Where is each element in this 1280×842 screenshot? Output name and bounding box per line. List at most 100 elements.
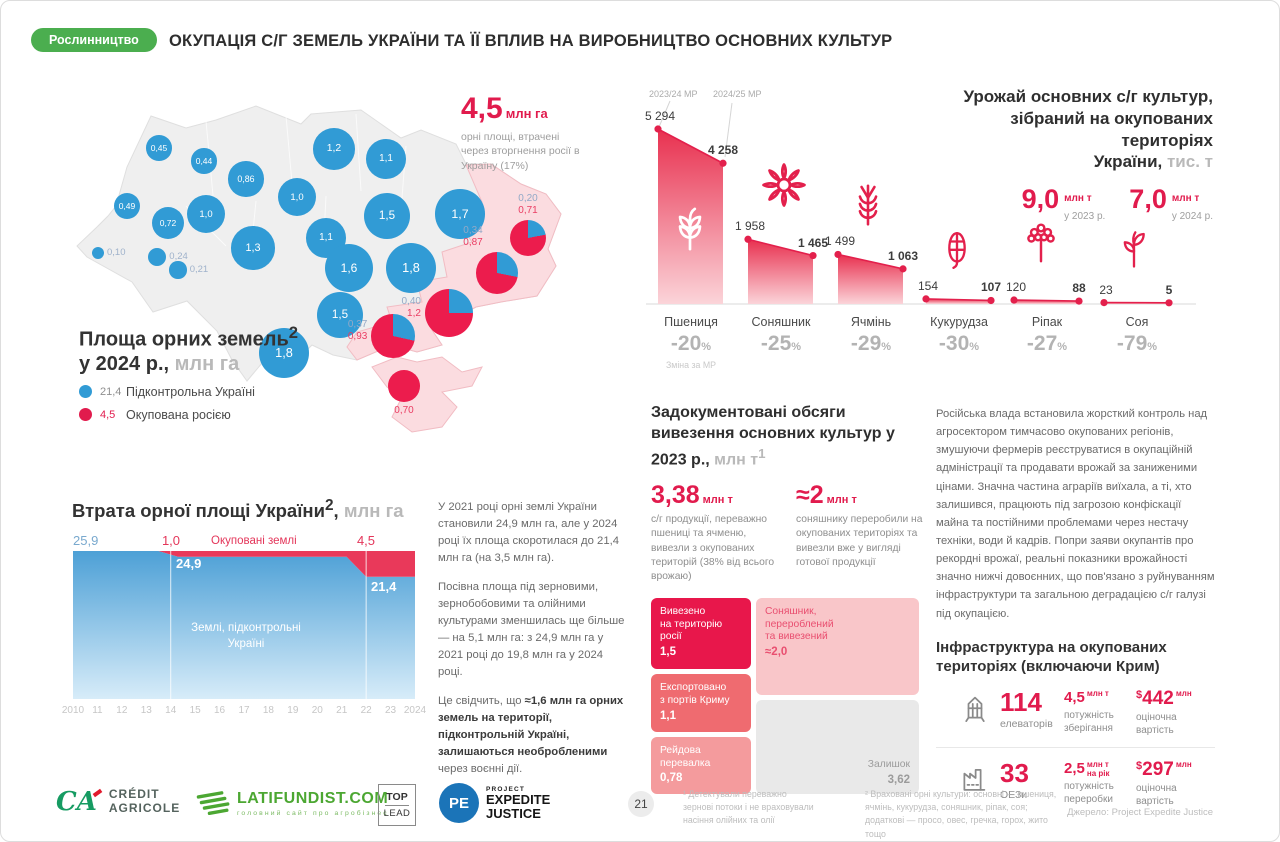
axis-tick: 16	[214, 705, 226, 716]
toplead-logo: TOP LEAD	[378, 784, 416, 826]
axis-tick: 2024	[403, 705, 427, 716]
map-pie-label: 0,20 0,71	[518, 192, 538, 216]
infrastructure-row-oilplants: 33 ОЕЗи 2,5 млн т на рік потужність перер…	[936, 746, 1215, 818]
ukraine-map: 0,45 0,44 0,86 1,2 1,1 0,49 0,72 1,0 1,0 1,5 1,7 1,…	[56, 86, 631, 486]
pej-monogram: PE	[439, 783, 479, 823]
loss-ann-occ-label: Окуповані землі	[211, 535, 297, 547]
map-pie-label: 0,40 1,2	[401, 296, 421, 319]
treemap-block-label: Соняшник, перероблений та вивезений	[765, 605, 834, 643]
treemap-block: Соняшник, перероблений та вивезений ≈2,0	[756, 597, 919, 695]
occupied-harvest-summary: Урожай основних с/г культур, зібраний на…	[931, 86, 1213, 224]
map-pie	[371, 314, 415, 358]
lost-area-annotation: 4,5 млн га орні площі, втрачені через вто…	[461, 92, 621, 173]
project-expedite-justice-logo: PE PROJECT EXPEDITE JUSTICE	[439, 783, 550, 823]
lost-area-desc: орні площі, втрачені через вторгнення ро…	[461, 131, 580, 172]
arable-loss-commentary: У 2021 році орні землі України становили…	[438, 499, 630, 789]
axis-tick: 18	[262, 705, 274, 716]
page-number: 21	[628, 791, 654, 817]
map-bubble: 0,45	[146, 135, 172, 161]
crop-change-note: Зміна за МР	[665, 360, 717, 370]
occupation-paragraph: Російська влада встановила жорсткий конт…	[936, 408, 1215, 620]
crop-change-percent: -25%	[760, 332, 802, 355]
map-pie-label: 0,37 0,93	[347, 319, 368, 342]
map-pie	[509, 219, 547, 257]
crop-category-label: Пшениця	[664, 315, 718, 329]
map-bubble	[91, 246, 104, 259]
legend-value: 21,4	[100, 385, 122, 398]
leader-lines	[658, 100, 733, 158]
series-label-2024: 2024/25 МР	[713, 89, 762, 99]
treemap-block: Вивезено на територію росії 1,5	[651, 597, 751, 669]
map-bubble: 0,72	[151, 206, 185, 240]
map-bubble: 0,86	[228, 161, 264, 197]
series-label-2023: 2023/24 МР	[649, 89, 698, 99]
oilplant-count-label: ОЕЗи	[1000, 788, 1028, 801]
crop-value-2023: 1 958	[734, 219, 766, 234]
credit-agricole-logo: CA CRÉDIT AGRICOLE	[56, 787, 180, 817]
factory-icon	[960, 760, 1000, 798]
crop-category-label: Соя	[1125, 315, 1149, 329]
treemap-block-value: 1,1	[660, 709, 676, 722]
export-stat-processed: ≈2 млн т соняшнику переробили на окупован…	[796, 480, 923, 568]
soy-icon	[1114, 229, 1154, 274]
rapeseed-icon	[1020, 221, 1062, 268]
crop-value-2024: 1 063	[887, 248, 919, 263]
treemap-block-label: Залишок	[867, 758, 910, 770]
map-pie-label: 0,34 0,87	[463, 225, 483, 249]
crop-value-2023: 23	[1099, 282, 1113, 297]
legend-label: Підконтрольна Україні	[126, 384, 255, 399]
latifundist-logo: LATIFUNDIST.COM головний сайт про агробі…	[194, 789, 389, 817]
latifundist-tagline: головний сайт про агробізнес	[237, 809, 389, 817]
treemap-block-value: ≈2,0	[765, 646, 788, 659]
processing-capacity: 2,5	[1064, 759, 1085, 777]
loss-chart-title: Втрата орної площі України2, млн га	[72, 497, 404, 522]
barley-icon	[846, 183, 890, 232]
crop-value-2023: 120	[1005, 280, 1027, 295]
map-bubble-label: 0,21	[189, 264, 209, 275]
legend-dot-red	[79, 408, 92, 422]
treemap-block-value: 1,5	[660, 646, 676, 659]
axis-tick: 19	[287, 705, 299, 716]
loss-ann-start: 25,9	[73, 533, 99, 548]
infrastructure-row-elevators: 114 елеваторів 4,5 млн т потужність збері…	[936, 677, 1215, 747]
paragraph: У 2021 році орні землі України становили…	[438, 501, 620, 565]
sunflower-icon	[760, 161, 808, 214]
export-stats: 3,38 млн т с/г продукції, переважно пшени…	[651, 480, 925, 585]
loss-ann-occ14: 1,0	[161, 533, 181, 548]
map-pie	[424, 288, 474, 338]
crop-value-2024: 4 258	[707, 143, 739, 158]
map-bubble: 1,2	[313, 128, 355, 170]
lost-area-value: 4,5	[461, 92, 503, 125]
storage-capacity: 4,5	[1064, 688, 1085, 706]
legend-item-occupied: 4,5 Окупована росією	[79, 408, 298, 422]
map-legend-title: Площа орних земель2 у 2024 р., млн га	[79, 323, 299, 375]
axis-tick: 15	[189, 705, 201, 716]
map-bubble-label: 0,10	[107, 247, 126, 258]
map-bubble: 0,44	[191, 148, 217, 174]
crop-category-label: Ячмінь	[850, 315, 892, 329]
map-bubble: 1,8	[385, 242, 437, 294]
treemap-block-label: Експортовано з портів Криму	[660, 681, 730, 706]
map-bubble: 1,1	[366, 139, 406, 179]
axis-tick: 17	[238, 705, 250, 716]
export-stat-shipped: 3,38 млн т с/г продукції, переважно пшени…	[651, 480, 775, 583]
crop-change-percent: -27%	[1026, 332, 1068, 355]
map-bubble: 1,5	[316, 291, 364, 339]
crop-change-percent: -20%	[670, 332, 712, 355]
legend-label: Окупована росією	[126, 407, 231, 422]
crop-change-percent: -30%	[938, 332, 980, 355]
loss-area-svg	[73, 551, 415, 699]
axis-tick: 13	[140, 705, 152, 716]
crop-value-2024: 88	[1072, 281, 1086, 296]
crop-category-label: Ріпак	[1031, 315, 1063, 329]
treemap-block-label: Рейдова перевалка	[660, 744, 711, 769]
map-legend: Площа орних земель2 у 2024 р., млн га 21…	[79, 323, 298, 422]
export-treemap: Вивезено на територію росії 1,5 Експортова…	[651, 597, 919, 794]
footnote-1: ¹ Детектували переважно зернові потоки і…	[683, 789, 814, 826]
paragraph: Це свідчить, що ≈1,6 млн га орних земель…	[438, 694, 624, 776]
elevator-count-label: елеваторів	[1000, 717, 1053, 730]
map-crimea-circle	[388, 370, 420, 402]
paragraph: Посівна площа під зерновими, зернобобови…	[438, 580, 625, 679]
